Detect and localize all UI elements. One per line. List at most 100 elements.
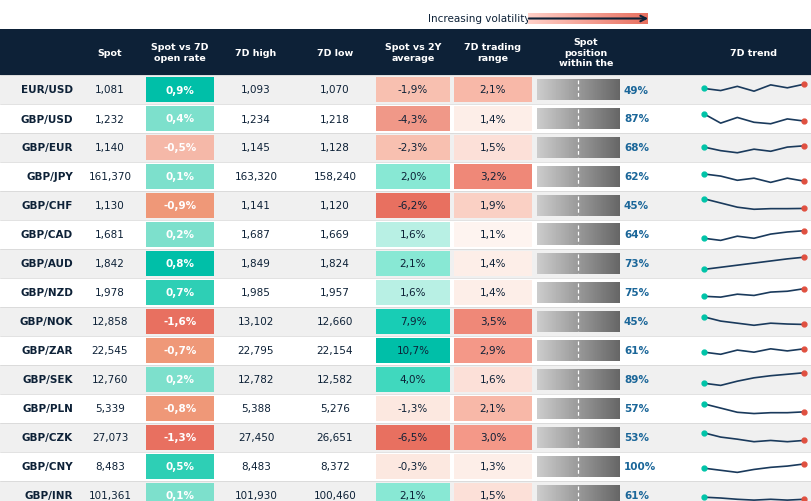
Text: 1,5%: 1,5% [479,143,505,153]
Text: 1,120: 1,120 [320,201,350,211]
Text: 0,1%: 0,1% [165,490,195,500]
Text: 1,4%: 1,4% [479,288,505,298]
Bar [375,310,449,334]
Text: 1,081: 1,081 [95,85,125,95]
Text: 1,681: 1,681 [95,230,125,240]
Bar [375,425,449,450]
Text: 2,1%: 2,1% [479,404,505,414]
Text: 1,6%: 1,6% [399,230,426,240]
Text: 1,6%: 1,6% [399,288,426,298]
Bar [375,454,449,479]
Bar [453,454,531,479]
Bar [146,310,214,334]
Bar [375,78,449,103]
Text: 87%: 87% [623,114,648,124]
Text: 1,145: 1,145 [241,143,271,153]
Text: 1,130: 1,130 [95,201,125,211]
Bar [453,136,531,161]
Text: 8,483: 8,483 [241,461,271,471]
Text: 22,154: 22,154 [316,346,353,356]
Text: -1,6%: -1,6% [163,317,196,327]
Bar [0,394,811,423]
Text: 2,1%: 2,1% [479,85,505,95]
Text: 68%: 68% [623,143,648,153]
Bar [146,396,214,421]
Bar [146,338,214,363]
Text: 1,128: 1,128 [320,143,350,153]
Text: 5,339: 5,339 [95,404,125,414]
Text: 8,483: 8,483 [95,461,125,471]
Bar [0,76,811,105]
Bar [453,107,531,132]
Text: 2,9%: 2,9% [479,346,505,356]
Bar [453,165,531,189]
Bar [146,78,214,103]
Bar [146,281,214,306]
Bar [453,310,531,334]
Text: 57%: 57% [623,404,648,414]
Text: GBP/JPY: GBP/JPY [26,172,73,182]
Text: 27,073: 27,073 [92,433,128,442]
Text: 3,2%: 3,2% [479,172,505,182]
Text: -0,5%: -0,5% [163,143,196,153]
Text: 1,140: 1,140 [95,143,125,153]
Text: -1,9%: -1,9% [397,85,427,95]
Text: -1,3%: -1,3% [397,404,427,414]
Bar [375,367,449,392]
Text: 1,4%: 1,4% [479,259,505,269]
Text: GBP/SEK: GBP/SEK [23,375,73,385]
Text: 8,372: 8,372 [320,461,350,471]
Text: 7D high: 7D high [235,49,277,58]
Text: 22,545: 22,545 [92,346,128,356]
Text: GBP/AUD: GBP/AUD [20,259,73,269]
Text: 53%: 53% [623,433,648,442]
Text: 163,320: 163,320 [234,172,277,182]
Text: 12,782: 12,782 [238,375,274,385]
Text: 0,8%: 0,8% [165,259,195,269]
Text: 1,9%: 1,9% [479,201,505,211]
Text: GBP/ZAR: GBP/ZAR [21,346,73,356]
Bar [0,423,811,452]
Text: -4,3%: -4,3% [397,114,427,124]
Text: -0,3%: -0,3% [397,461,427,471]
Bar [146,425,214,450]
Text: GBP/NZD: GBP/NZD [20,288,73,298]
Bar [146,193,214,218]
Text: GBP/CNY: GBP/CNY [21,461,73,471]
Text: GBP/PLN: GBP/PLN [22,404,73,414]
Bar [453,78,531,103]
Text: -2,3%: -2,3% [397,143,427,153]
Text: 12,760: 12,760 [92,375,128,385]
Bar [0,249,811,279]
Text: 1,234: 1,234 [241,114,271,124]
Text: Spot vs 2Y
average: Spot vs 2Y average [384,43,440,63]
Bar [0,134,811,163]
Text: GBP/EUR: GBP/EUR [21,143,73,153]
Text: Spot
position
within the: Spot position within the [558,38,612,68]
Bar [375,222,449,247]
Text: 1,218: 1,218 [320,114,350,124]
Text: 7D low: 7D low [316,49,353,58]
Text: GBP/CAD: GBP/CAD [21,230,73,240]
Text: 61%: 61% [623,346,648,356]
Text: 3,5%: 3,5% [479,317,505,327]
Text: 1,5%: 1,5% [479,490,505,500]
Text: -0,9%: -0,9% [163,201,196,211]
Bar [453,425,531,450]
Bar [146,107,214,132]
Bar [146,222,214,247]
Text: 12,660: 12,660 [316,317,353,327]
Bar [0,452,811,481]
Text: 12,582: 12,582 [316,375,353,385]
Text: GBP/CHF: GBP/CHF [22,201,73,211]
Bar [0,365,811,394]
Text: 1,3%: 1,3% [479,461,505,471]
Text: 1,232: 1,232 [95,114,125,124]
Text: 2,1%: 2,1% [399,490,426,500]
Text: 1,141: 1,141 [241,201,271,211]
Bar [453,193,531,218]
Text: 26,651: 26,651 [316,433,353,442]
Bar [375,338,449,363]
Text: GBP/INR: GBP/INR [24,490,73,500]
Text: 7D trend: 7D trend [730,49,777,58]
